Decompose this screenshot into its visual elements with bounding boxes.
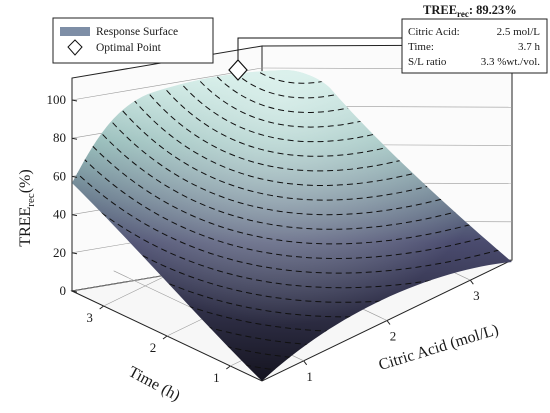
legend-item-surface: Response Surface [96,26,178,38]
contour-line [130,70,444,172]
annotation-title-sub: rec [457,9,469,19]
z-tick-mark [71,290,78,293]
z-axis-ticks: 0 20 40 60 80 100 [47,92,78,298]
time-axis-ticks: 1 2 3 [86,305,231,385]
z-tick-label: 60 [53,168,66,183]
time-tick-label: 1 [213,370,220,385]
contour-line [72,87,506,230]
annotation-title-main: TREE [423,3,457,17]
citric-tick-label: 2 [390,329,397,344]
contour-line [72,108,512,303]
annotation-label-2: Time: [408,41,434,53]
citric-tick-label: 1 [306,369,313,384]
legend-patch [60,27,90,36]
citric-tick-label: 3 [473,288,480,303]
contour-line [80,83,490,216]
contour-line [72,91,512,245]
legend-item-optimal: Optimal Point [96,42,162,54]
time-tick-label: 3 [86,310,93,325]
contour-line [114,74,459,186]
citric-tick-mark [469,279,474,285]
annotation-title-value: : 89.23% [469,3,517,17]
contour-line [72,113,512,318]
z-tick-mark [71,252,78,255]
contour-line [147,70,428,157]
citric-axis-ticks: 1 2 3 [303,279,480,384]
contour-line [72,96,512,259]
contour-line [72,100,512,274]
time-tick-mark [226,365,231,370]
contour-line [97,79,475,201]
z-axis-label-sub: rec [25,193,37,207]
z-tick-mark [71,214,78,217]
annotation-value-2: 3.7 h [518,41,541,53]
citric-tick-mark [303,360,308,366]
time-tick-mark [162,335,168,340]
time-axis-label: Time (h) [125,363,182,404]
optimal-point [228,37,402,81]
z-tick-mark [71,99,78,102]
annotation-label-3: S/L ratio [408,56,447,68]
time-tick-mark [99,305,104,310]
z-tick-label: 80 [53,130,66,145]
z-tick-label: 20 [53,245,66,260]
legend-diamond-icon [67,39,83,56]
z-tick-label: 40 [53,207,66,222]
z-axis-label-main: TREE [17,207,34,247]
legend: Response Surface Optimal Point [52,17,214,64]
annotation-label-1: Citric Acid: [408,26,460,38]
z-tick-label: 100 [47,92,67,107]
annotation-value-1: 2.5 mol/L [497,26,541,38]
z-tick-mark [71,175,78,178]
contour-line [164,70,412,143]
z-tick-label: 0 [60,283,67,298]
annotation-title: TREErec: 89.23% [423,3,517,19]
z-axis-label: TREErec(%) [17,169,37,246]
optimal-point-diamond-icon [228,59,248,81]
z-axis-label-unit: (%) [17,169,34,193]
annotation-value-3: 3.3 %wt./vol. [481,56,541,68]
optimum-annotation: TREErec: 89.23% Citric Acid: 2.5 mol/L T… [401,3,548,74]
citric-tick-mark [386,320,391,325]
time-tick-label: 2 [150,340,157,355]
z-tick-mark [71,137,78,140]
z-gridline [71,67,263,101]
